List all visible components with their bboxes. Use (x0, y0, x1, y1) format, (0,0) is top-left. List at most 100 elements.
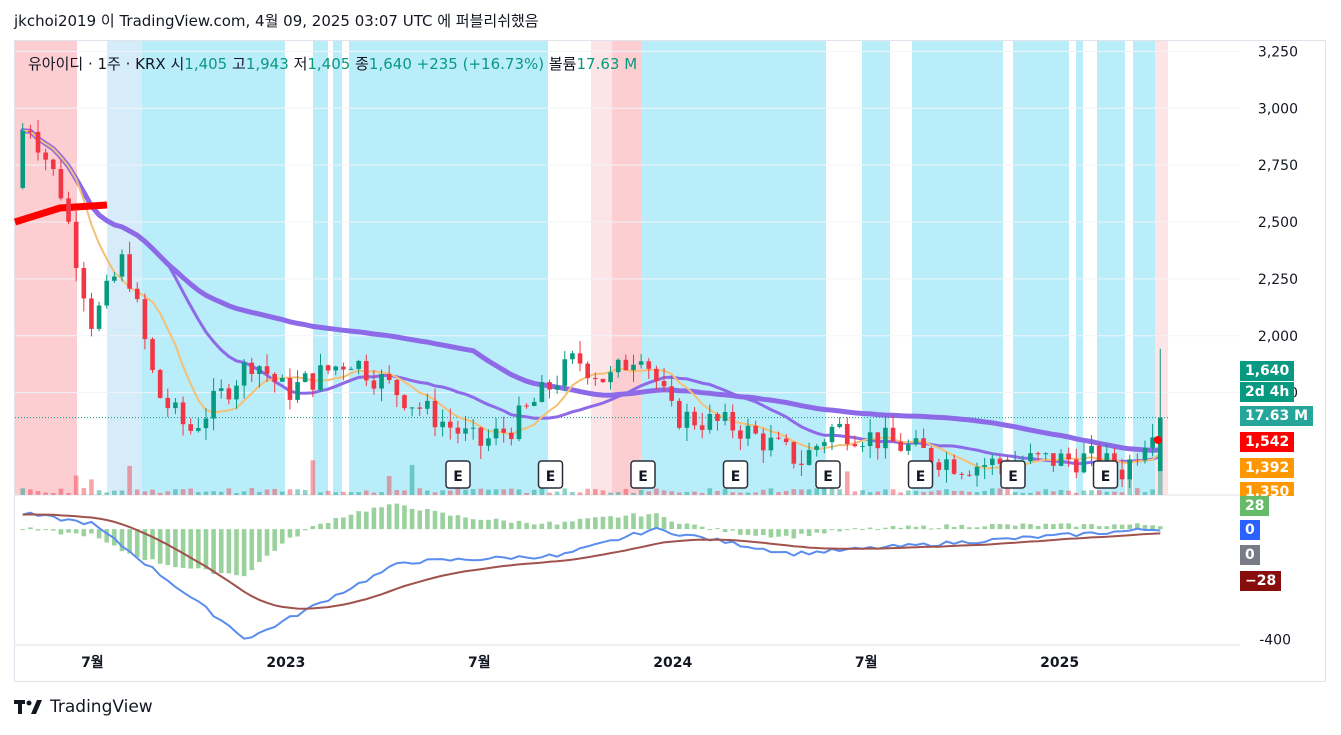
macd-hist-127 (989, 523, 995, 530)
volume-bar-34 (280, 491, 285, 495)
price-tick-4: 2,250 (1258, 272, 1298, 288)
candle-body-107 (837, 423, 842, 427)
volume-bar-143 (1112, 491, 1117, 495)
macd-hist-137 (1066, 523, 1071, 530)
candle-body-141 (1096, 445, 1102, 469)
macd-hist-47 (379, 507, 384, 530)
macd-hist-19 (165, 529, 171, 566)
volume-bar-60 (478, 488, 484, 495)
earnings-marker-4[interactable]: E (815, 460, 841, 489)
volume-bar-149 (1157, 455, 1163, 495)
earnings-marker-box (1092, 460, 1119, 489)
volume-bar-76 (600, 490, 606, 495)
earnings-marker-7[interactable]: E (1092, 460, 1119, 489)
volume-bar-74 (585, 488, 590, 495)
volume-bar-106 (829, 488, 835, 495)
volume-bars (20, 455, 1163, 495)
volume-bar-49 (394, 490, 400, 495)
macd-hist-66 (524, 522, 529, 530)
volume-bar-32 (264, 489, 270, 495)
volume-bar-52 (417, 488, 423, 495)
macd-hist-101 (791, 529, 797, 539)
macd-hist-87 (684, 523, 690, 530)
earnings-marker-box (630, 460, 656, 489)
macd-hist-149 (1157, 526, 1163, 530)
macd-hist-131 (1020, 523, 1026, 530)
time-tick-3: 2024 (653, 655, 692, 671)
macd-hist-2 (35, 529, 41, 531)
earnings-marker-5[interactable]: E (907, 460, 934, 489)
candle-body-21 (180, 402, 186, 425)
candle-body-26 (218, 388, 224, 391)
earnings-marker-1[interactable]: E (537, 460, 564, 489)
background-zones (15, 41, 1168, 495)
earnings-marker-3[interactable]: E (722, 460, 749, 489)
candle-body-148 (1150, 437, 1155, 448)
macd-hist-135 (1051, 524, 1056, 530)
candle-body-6 (66, 198, 71, 222)
volume-bar-73 (577, 492, 583, 495)
earnings-marker-2[interactable]: E (630, 460, 656, 489)
candle-body-71 (562, 359, 568, 386)
macd-hist-115 (898, 527, 903, 530)
candle-body-25 (211, 390, 216, 419)
price-tick-0: 3,250 (1258, 44, 1298, 60)
candle-body-77 (608, 372, 613, 383)
volume-bar-42 (341, 491, 346, 495)
macd-hist-111 (867, 527, 873, 530)
candle-body-47 (379, 374, 384, 389)
earnings-marker-6[interactable]: E (1000, 460, 1026, 489)
volume-bar-91 (715, 490, 720, 495)
tradingview-logo[interactable]: TradingView (14, 697, 153, 717)
macd-hist-113 (883, 527, 888, 530)
earnings-marker-0[interactable]: E (445, 460, 471, 489)
candle-body-55 (440, 421, 445, 428)
volume-bar-111 (867, 492, 873, 495)
symbol-legend[interactable]: 유아이디 · 1주 · KRX 시1,405 고1,943 저1,405 종1,… (28, 53, 637, 74)
candle-body-90 (707, 413, 713, 430)
volume-bar-63 (501, 489, 507, 495)
macd-hist-9 (89, 529, 94, 534)
candle-body-51 (409, 407, 415, 409)
macd-hist-121 (944, 524, 949, 530)
macd-hist-82 (646, 514, 652, 530)
macd-hist-55 (440, 512, 445, 530)
volume-bar-113 (883, 489, 888, 495)
candle-body-135 (1051, 453, 1056, 466)
volume-bar-19 (165, 491, 171, 495)
volume-bar-66 (524, 492, 529, 495)
macd-hist-42 (341, 517, 346, 530)
volume-bar-141 (1096, 490, 1102, 495)
macd-hist-145 (1127, 524, 1133, 530)
legend-low-label: 저 (293, 55, 308, 73)
candle-body-7 (73, 221, 79, 269)
bg-zone-12 (1076, 41, 1083, 495)
volume-bar-75 (593, 488, 598, 495)
macd-hist-144 (1119, 524, 1125, 530)
macd-hist-81 (638, 516, 644, 530)
candle-body-69 (547, 382, 552, 390)
volume-bar-105 (822, 488, 827, 495)
candle-body-98 (768, 437, 774, 451)
price-tick-5: 2,000 (1258, 329, 1298, 345)
macd-hist-83 (654, 513, 659, 530)
volume-bar-41 (333, 492, 339, 495)
volume-bar-40 (325, 490, 331, 495)
macd-hist-108 (844, 529, 850, 531)
volume-bar-114 (890, 489, 896, 495)
macd-hist-86 (676, 523, 682, 530)
candle-body-128 (997, 458, 1003, 464)
candle-body-119 (928, 447, 934, 463)
time-tick-0: 7월 (81, 654, 104, 671)
macd-hist-52 (417, 510, 423, 530)
candle-body-41 (333, 366, 339, 371)
volume-bar-126 (982, 490, 987, 495)
candle-body-29 (241, 362, 247, 386)
macd-hist-70 (554, 524, 560, 530)
earnings-marker-letter: E (823, 469, 833, 485)
volume-bar-93 (730, 492, 736, 495)
volume-bar-47 (379, 492, 384, 495)
candle-body-82 (646, 361, 652, 369)
